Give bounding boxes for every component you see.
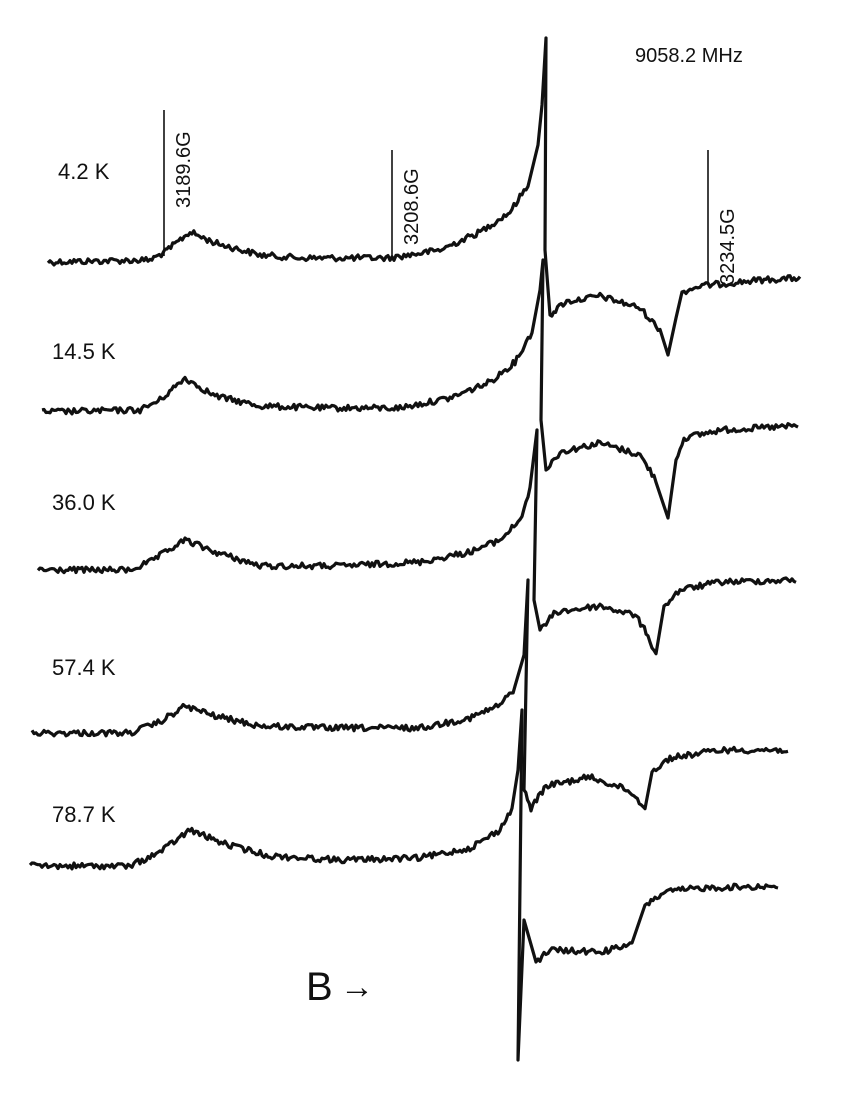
field-markers: 3189.6G 3208.6G 3234.5G <box>163 110 739 285</box>
spectrum-trace-3 <box>36 428 797 656</box>
spectrum-trace-5 <box>28 708 779 1062</box>
field-arrow-icon: → <box>340 968 374 1006</box>
temperature-label: 57.4 K <box>52 655 116 680</box>
field-marker-label: 3189.6G <box>173 131 195 208</box>
temperature-label: 36.0 K <box>52 490 116 515</box>
spectrum-trace-4 <box>30 578 789 813</box>
temperature-label: 14.5 K <box>52 339 116 364</box>
temperature-label: 4.2 K <box>58 159 110 184</box>
field-axis-label: B <box>306 965 333 1009</box>
temperature-label: 78.7 K <box>52 802 116 827</box>
frequency-label: 9058.2 MHz <box>635 45 743 67</box>
field-marker-label: 3234.5G <box>717 208 739 285</box>
field-marker-label: 3208.6G <box>401 168 423 245</box>
spectrum-traces <box>28 36 802 1062</box>
spectrum-trace-1 <box>46 36 802 357</box>
spectrum-trace-2 <box>41 258 799 520</box>
